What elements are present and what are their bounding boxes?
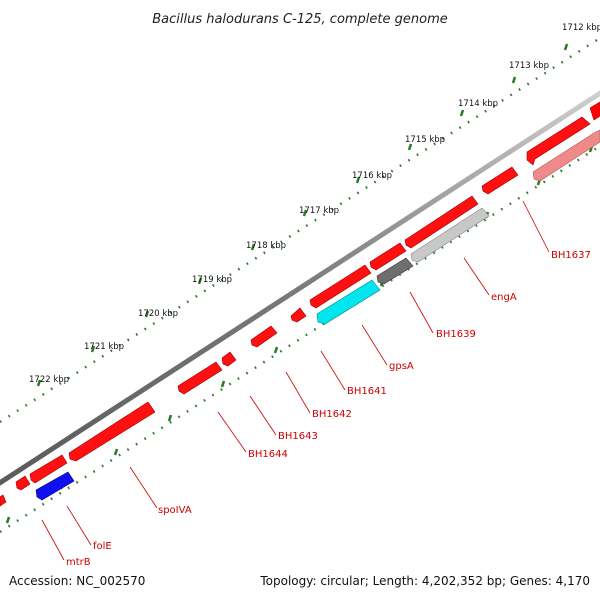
leader-lines — [41, 200, 550, 561]
ruler-label-1718: 1718 kbp — [246, 241, 286, 251]
ruler-tick — [563, 43, 569, 51]
leader-line-bh1642 — [285, 371, 311, 414]
forward-gene-track — [0, 101, 600, 507]
ruler-tick — [250, 243, 256, 251]
gene-arrow[interactable] — [481, 166, 519, 195]
ruler-label-1716: 1716 kbp — [352, 171, 392, 181]
ruler-tick — [90, 345, 96, 353]
leader-line-bh1644 — [217, 411, 247, 453]
leader-line-mtrb — [41, 519, 65, 561]
inner-tick — [113, 448, 119, 456]
outer-ruler: 1712 kbp 1713 kbp 1714 kbp 1715 kbp 1716… — [29, 23, 600, 387]
ruler-label-1720: 1720 kbp — [138, 309, 178, 319]
ruler-label-1721: 1721 kbp — [84, 342, 124, 352]
inner-tick — [167, 414, 173, 422]
ruler-label-1717: 1717 kbp — [299, 206, 339, 216]
leader-line-bh1641 — [320, 350, 346, 391]
map-title: Bacillus halodurans C-125, complete geno… — [152, 12, 448, 27]
gene-arrow[interactable] — [290, 307, 307, 323]
reverse-gene-track — [35, 129, 600, 501]
ruler-tick — [144, 310, 150, 318]
ruler-label-1719: 1719 kbp — [192, 275, 232, 285]
gene-label-bh1643[interactable]: BH1643 — [278, 431, 318, 442]
gene-arrow[interactable] — [526, 116, 591, 166]
ruler-tick — [459, 109, 465, 117]
gene-arrow[interactable] — [177, 361, 223, 395]
gene-arrow[interactable] — [250, 325, 278, 348]
genome-backbone — [0, 90, 600, 486]
gene-label-bh1639[interactable]: BH1639 — [436, 329, 476, 340]
gene-arrow-gray-light[interactable] — [410, 207, 490, 263]
gene-arrow[interactable] — [369, 242, 407, 271]
outer-ruler-dots — [0, 36, 600, 424]
gene-arrow[interactable] — [0, 494, 7, 507]
gene-arrow-blue[interactable] — [35, 471, 75, 501]
gene-label-fole[interactable]: folE — [93, 541, 112, 552]
gene-arrow[interactable] — [15, 475, 31, 491]
gene-arrow-pink[interactable] — [532, 129, 600, 182]
gene-label-bh1642[interactable]: BH1642 — [312, 409, 352, 420]
inner-tick — [273, 346, 279, 354]
ruler-label-1712: 1712 kbp — [562, 23, 600, 33]
gene-label-bh1644[interactable]: BH1644 — [248, 449, 288, 460]
ruler-tick — [511, 76, 517, 84]
gene-arrow[interactable] — [404, 195, 479, 249]
gene-label-mtrb[interactable]: mtrB — [66, 557, 91, 568]
gene-arrow[interactable] — [589, 101, 600, 121]
leader-line-spoiva — [129, 466, 158, 509]
leader-line-bh1639 — [409, 291, 434, 334]
accession-text: Accession: NC_002570 — [9, 574, 145, 588]
gene-arrow-cyan[interactable] — [316, 279, 381, 325]
genome-summary-text: Topology: circular; Length: 4,202,352 bp… — [259, 574, 590, 588]
leader-line-gpsa — [361, 324, 388, 366]
leader-line-bh1643 — [249, 395, 277, 436]
ruler-tick — [197, 277, 203, 285]
gene-arrow[interactable] — [309, 264, 372, 309]
gene-label-enga[interactable]: engA — [491, 292, 517, 303]
leader-line-bh1637 — [522, 200, 550, 253]
ruler-label-1722: 1722 kbp — [29, 375, 69, 385]
ruler-tick — [407, 143, 413, 151]
gene-label-bh1637[interactable]: BH1637 — [551, 250, 591, 261]
inner-ruler-ticks — [5, 145, 594, 524]
gene-arrow[interactable] — [68, 401, 156, 462]
inner-tick — [5, 516, 11, 524]
leader-line-fole — [66, 505, 92, 546]
gene-arrow[interactable] — [29, 454, 68, 484]
ruler-label-1713: 1713 kbp — [509, 61, 549, 71]
leader-line-enga — [463, 257, 490, 296]
gene-label-gpsa[interactable]: gpsA — [389, 361, 414, 372]
ruler-tick — [36, 379, 42, 387]
ruler-tick — [302, 209, 308, 217]
inner-ruler-dots — [0, 144, 600, 534]
gene-arrow-gray-dark[interactable] — [376, 257, 414, 285]
gene-label-bh1641[interactable]: BH1641 — [347, 386, 387, 397]
ruler-label-1714: 1714 kbp — [458, 99, 498, 109]
gene-label-spoiva[interactable]: spoIVA — [158, 505, 192, 516]
inner-tick — [220, 380, 226, 388]
ruler-label-1715: 1715 kbp — [405, 135, 445, 145]
gene-arrow[interactable] — [221, 351, 237, 367]
ruler-tick — [355, 176, 361, 184]
